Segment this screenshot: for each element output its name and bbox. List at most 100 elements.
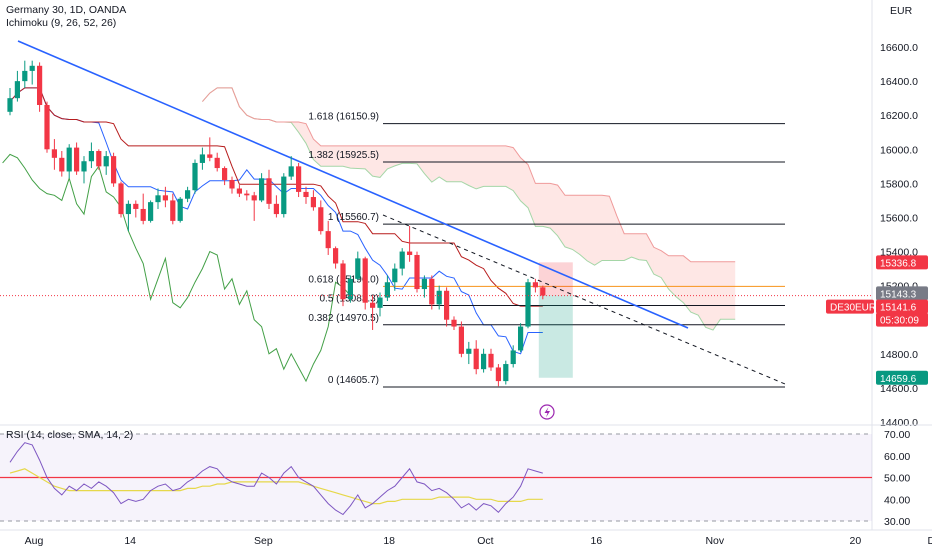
candle-body: [7, 98, 13, 112]
cloud-segment: [565, 195, 573, 250]
take-profit-zone: [538, 295, 573, 378]
price-tag-text: DE30EUR: [830, 303, 876, 314]
cloud-segment: [409, 145, 417, 164]
cloud-segment: [313, 139, 321, 167]
time-tick-label: Aug: [25, 535, 44, 547]
candle-body: [296, 166, 302, 192]
candle-body: [125, 203, 131, 215]
price-tick-label: 16400.0: [880, 76, 918, 88]
lightning-icon[interactable]: [539, 404, 555, 420]
price-tag: [876, 370, 928, 385]
candle-body: [37, 65, 43, 105]
kijun-sen: [9, 87, 543, 307]
price-tag: [876, 312, 928, 327]
time-axis[interactable]: Aug14Sep18Oct16Nov20Dec182024: [25, 535, 932, 547]
rsi-legend[interactable]: RSI (14, close, SMA, 14, 2): [6, 429, 134, 441]
short-position-tool[interactable]: [538, 262, 573, 378]
candle-body: [148, 202, 154, 221]
price-tag: [876, 299, 928, 314]
trendlines[interactable]: [17, 40, 786, 385]
price-tag: [826, 299, 874, 314]
cloud-segment: [343, 145, 351, 169]
candle-body: [259, 178, 265, 201]
cloud-segment: [476, 145, 484, 189]
candle-body: [407, 251, 413, 255]
time-tick-label: Oct: [477, 535, 493, 547]
time-tick-label: 18: [383, 535, 395, 547]
price-tag-text: 14659.6: [880, 374, 917, 385]
cloud-segment: [542, 183, 551, 229]
candle-body: [436, 290, 442, 305]
cloud-segment: [498, 145, 506, 187]
chikou-span: [2, 153, 351, 383]
rsi-tick-label: 60.00: [884, 451, 910, 463]
candle-body: [362, 258, 368, 303]
cloud-segment: [402, 145, 410, 164]
candle-body: [414, 254, 420, 290]
cloud-segment: [550, 183, 558, 236]
candle-body: [377, 297, 383, 308]
cloud-segment: [631, 233, 639, 260]
cloud-segment: [357, 145, 366, 169]
cloud-segment: [372, 145, 380, 178]
price-tags: 15336.8 15143.3 15141.6 05:30:09 DE30EUR 1465…: [826, 255, 928, 385]
price-tag-text: 05:30:09: [880, 316, 919, 327]
candle-body: [170, 200, 176, 221]
cloud-segment: [713, 261, 721, 330]
candle-body: [155, 195, 161, 203]
price-tag: [876, 286, 928, 301]
cloud-segment: [683, 255, 691, 313]
price-tick-label: 15800.0: [880, 178, 918, 190]
tenkan-sen: [9, 87, 543, 355]
candle-body: [273, 203, 279, 215]
fib-label: 1.382 (15925.5): [308, 150, 379, 161]
senkou-span-b: [202, 87, 736, 263]
price-tick-label: 16600.0: [880, 42, 918, 54]
cloud-segment: [676, 255, 684, 303]
candle-body: [399, 251, 405, 269]
cloud-segment: [616, 215, 625, 261]
candle-body: [236, 188, 242, 194]
cloud-segment: [602, 195, 610, 261]
cloud-segment: [520, 157, 528, 208]
cloud-segment: [661, 250, 669, 290]
candle-body: [14, 81, 20, 99]
cloud-segment: [727, 261, 736, 320]
candle-body: [266, 178, 272, 204]
price-tag-text: 15336.8: [880, 258, 917, 269]
cloud-segment: [557, 185, 565, 247]
candle-body: [303, 191, 309, 198]
cloud-segment: [653, 247, 662, 278]
candle-body: [355, 258, 361, 279]
rsi-line: [9, 442, 543, 516]
fib-label: 1 (15560.7): [328, 212, 379, 223]
candle-body: [192, 162, 198, 191]
candle-body: [199, 154, 205, 163]
rsi-tick-label: 30.00: [884, 516, 910, 528]
candle-body: [347, 278, 353, 300]
cloud-segment: [646, 233, 654, 275]
time-tick-label: 14: [124, 535, 136, 547]
currency-label: EUR: [890, 5, 913, 17]
candle-body: [451, 319, 457, 327]
time-tick-label: Sep: [254, 535, 273, 547]
candle-body: [495, 367, 501, 382]
time-tick-label: Nov: [705, 535, 724, 547]
candle-body: [325, 231, 331, 249]
cloud-segment: [387, 145, 395, 169]
chart-title[interactable]: Germany 30, 1D, OANDA: [6, 4, 127, 16]
rsi-pane: 70.00 60.00 50.00 40.00 30.00: [0, 429, 910, 528]
candle-body: [421, 278, 427, 290]
cloud-segment: [335, 145, 343, 167]
cloud-segment: [446, 145, 454, 182]
candle-body: [429, 278, 435, 305]
price-tick-label: 16200.0: [880, 110, 918, 122]
time-tick-label: Dec: [927, 535, 932, 547]
price-tag-text: 15143.3: [880, 289, 917, 300]
candle-body: [444, 290, 450, 320]
ichimoku-legend[interactable]: Ichimoku (9, 26, 52, 26): [6, 17, 117, 29]
cloud-segment: [350, 145, 358, 169]
candle-body: [333, 248, 339, 264]
candle-body: [140, 208, 146, 221]
